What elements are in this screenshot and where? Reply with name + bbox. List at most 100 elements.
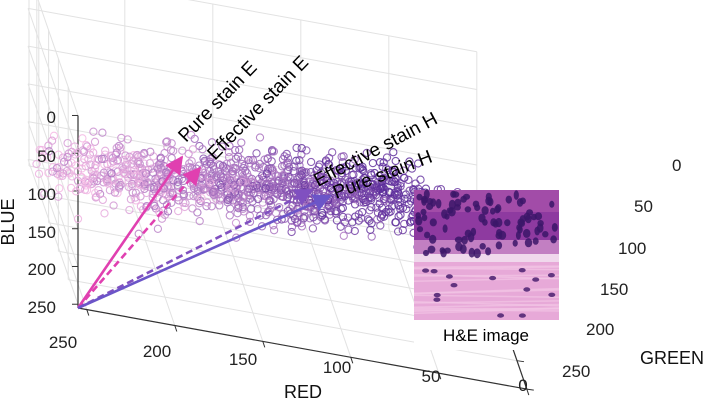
data-point <box>348 192 357 201</box>
data-point <box>232 197 241 207</box>
data-point <box>378 188 388 197</box>
y-tick-label: 100 <box>618 239 646 258</box>
data-point <box>379 158 388 167</box>
data-point <box>129 151 138 160</box>
data-point <box>116 143 125 152</box>
y-tick-label: 0 <box>672 156 681 175</box>
data-point <box>89 127 98 136</box>
data-point <box>135 159 144 169</box>
data-point <box>386 207 395 216</box>
data-point <box>155 168 164 177</box>
data-point <box>150 201 159 211</box>
data-point <box>48 162 58 172</box>
x-axis-label: RED <box>284 382 322 402</box>
data-point <box>256 211 265 220</box>
cell-nucleus <box>433 292 441 298</box>
cell-nucleus <box>429 218 437 227</box>
data-point <box>78 134 87 143</box>
data-point <box>391 156 400 166</box>
data-point <box>54 150 63 159</box>
tissue-fiber <box>413 274 560 277</box>
data-point <box>133 150 142 160</box>
data-point <box>337 152 346 161</box>
z-tick-labels: 0 50 100 150 200 250 <box>28 108 56 317</box>
data-point <box>326 183 336 193</box>
x-tick-labels: 250 200 150 100 50 0 <box>49 333 528 395</box>
data-point <box>363 196 373 205</box>
data-point <box>258 184 267 193</box>
cell-nucleus <box>489 275 497 281</box>
data-point <box>121 170 130 179</box>
data-point <box>257 222 267 231</box>
cell-nucleus <box>504 219 511 227</box>
data-point <box>79 147 89 156</box>
cell-nucleus <box>495 217 503 228</box>
y-tick-label: 50 <box>634 197 653 216</box>
data-point <box>278 176 287 185</box>
data-point <box>262 179 272 189</box>
data-point <box>255 133 265 142</box>
data-point <box>163 182 172 191</box>
x-tick-label: 0 <box>518 376 527 395</box>
data-point <box>43 153 52 162</box>
data-point <box>332 165 341 175</box>
data-point <box>388 166 397 175</box>
data-point <box>107 169 116 178</box>
data-point <box>351 163 360 173</box>
data-point <box>247 177 257 186</box>
cell-nucleus <box>415 212 422 219</box>
data-point <box>53 169 62 178</box>
z-tick-label: 100 <box>28 185 56 204</box>
grid-line <box>27 121 79 267</box>
data-point <box>324 160 333 169</box>
data-point <box>168 188 177 198</box>
data-point <box>338 203 347 213</box>
data-point <box>280 172 289 181</box>
data-point <box>363 215 373 224</box>
data-point <box>295 156 304 165</box>
data-point <box>258 171 267 180</box>
data-point <box>338 212 348 222</box>
data-point <box>272 183 281 192</box>
scatter-points <box>32 127 474 252</box>
data-point <box>259 163 268 172</box>
data-point <box>92 192 101 201</box>
data-point <box>393 183 402 193</box>
data-point <box>37 145 47 155</box>
data-point <box>229 163 238 173</box>
data-point <box>253 194 263 204</box>
cell-nucleus <box>420 208 427 216</box>
data-point <box>391 218 400 227</box>
data-point <box>141 168 150 178</box>
data-point <box>413 159 423 168</box>
grid-line <box>300 212 352 358</box>
data-point <box>211 173 221 182</box>
data-point <box>232 233 241 242</box>
data-point <box>354 180 364 189</box>
cell-nucleus <box>473 248 481 259</box>
data-point <box>90 137 100 146</box>
data-point <box>109 201 118 210</box>
x-axis-line <box>77 307 527 390</box>
cell-nucleus <box>416 226 424 233</box>
data-point <box>224 153 234 162</box>
data-point <box>393 227 403 236</box>
y-tick-label: 150 <box>600 280 628 299</box>
data-point <box>263 154 273 163</box>
data-point <box>146 147 155 156</box>
data-point <box>93 157 102 166</box>
grid-line <box>187 0 477 53</box>
data-point <box>209 187 218 197</box>
cell-nucleus <box>532 237 539 245</box>
grid-line <box>38 193 488 276</box>
data-point <box>70 142 79 151</box>
data-point <box>117 133 126 143</box>
y-tick-mark <box>516 360 525 363</box>
data-point <box>110 188 120 197</box>
tissue-fiber <box>413 267 560 271</box>
data-point <box>97 154 107 163</box>
data-point <box>400 173 409 183</box>
cell-nucleus <box>497 313 505 318</box>
x-tick-mark <box>174 325 178 332</box>
tissue-fiber <box>413 265 560 268</box>
